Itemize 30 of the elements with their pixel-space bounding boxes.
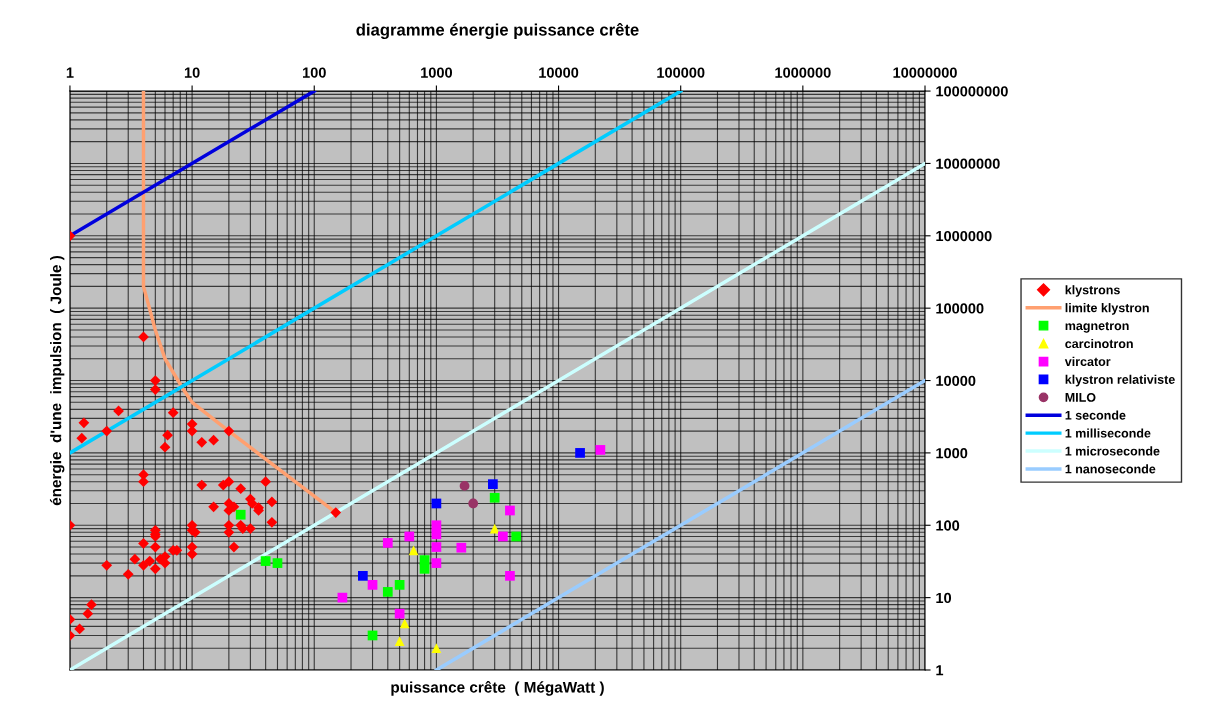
x-tick-label: 100000 — [657, 67, 705, 78]
y-axis-title: énergie d'une impulsion ( Joule ) — [49, 255, 65, 506]
legend-label: MILO — [1065, 392, 1096, 402]
legend-label: vircator — [1064, 356, 1111, 367]
legend-label: magnetron — [1065, 321, 1129, 333]
legend-label: 1 nanoseconde — [1065, 464, 1156, 474]
x-tick-label: 1000 — [421, 67, 453, 78]
y-tick-label: 100000 — [936, 303, 984, 314]
y-tick-label: 10000000 — [936, 158, 1000, 169]
legend-label: 1 milliseconde — [1065, 428, 1151, 438]
y-tick-label: 100000000 — [936, 86, 1008, 97]
chart-title: diagramme énergie puissance crête — [356, 23, 639, 40]
legend-label: klystrons — [1065, 285, 1120, 297]
y-tick-label: 1000 — [936, 448, 968, 459]
legend-label: limite klystron — [1065, 303, 1149, 315]
x-tick-label: 10000 — [539, 67, 579, 78]
y-tick-label: 10000 — [936, 375, 976, 386]
legend-label: carcinotron — [1065, 338, 1133, 349]
x-axis-title: puissance crête ( MégaWatt ) — [391, 681, 604, 696]
legend-label: 1 microseconde — [1065, 446, 1160, 456]
y-tick-label: 100 — [936, 520, 960, 531]
x-tick-label: 10 — [184, 67, 200, 78]
x-tick-label: 1000000 — [775, 67, 831, 78]
y-tick-label: 10 — [936, 592, 952, 604]
legend-label: klystron relativiste — [1065, 374, 1175, 387]
y-tick-label: 1 — [936, 665, 944, 676]
x-tick-label: 100 — [303, 67, 326, 78]
y-tick-label: 1000000 — [936, 230, 992, 242]
legend-label: 1 seconde — [1065, 410, 1126, 420]
x-tick-label: 1 — [66, 67, 74, 78]
